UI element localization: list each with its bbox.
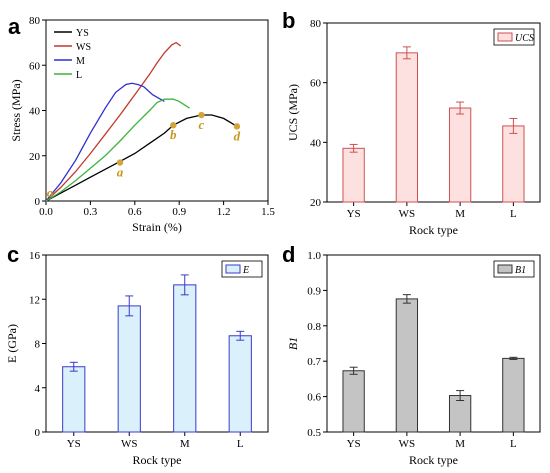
legend-swatch <box>497 32 513 42</box>
x-tick-label: M <box>180 438 190 450</box>
y-tick-label: 20 <box>310 197 322 209</box>
y-tick-label: 1.0 <box>307 250 321 262</box>
legend-entry: E <box>242 265 249 276</box>
point-marker-a <box>116 159 124 166</box>
legend: E <box>221 260 263 278</box>
y-axis-label: E (GPa) <box>5 324 19 363</box>
y-tick-label: 0.8 <box>307 321 321 333</box>
panel-label-c: c <box>7 242 19 267</box>
x-tick-label: L <box>237 438 244 450</box>
panel-a: a 0.0 0.3 0.6 0.9 1.2 1.5 0 20 40 60 80 Strain (%) St… <box>8 14 275 234</box>
x-tick-label: L <box>510 208 517 220</box>
point-marker-c <box>198 111 205 119</box>
y-tick-label: 0.5 <box>307 427 321 439</box>
series-line-ws <box>45 41 182 202</box>
x-axis-label: Rock type <box>409 223 458 237</box>
x-tick-label: M <box>455 208 465 220</box>
legend-entry-m: M <box>76 56 85 67</box>
x-tick-label: M <box>455 438 465 450</box>
x-axis-label: Rock type <box>409 453 458 467</box>
point-label-b: b <box>170 127 177 142</box>
x-tick-label: YS <box>67 438 81 450</box>
point-marker-b <box>170 122 177 129</box>
panel-b: b YS WS M L 20 40 60 80 Rock type UCS (MPa) UCS <box>282 8 541 237</box>
y-tick-label: 40 <box>310 137 322 149</box>
x-tick-label: WS <box>121 438 138 450</box>
y-tick-label: 12 <box>29 294 40 306</box>
y-tick-label: 8 <box>35 339 41 351</box>
y-tick-label: 0.7 <box>307 356 321 368</box>
y-axis-label: B1 <box>286 337 300 350</box>
legend-entry-ws: WS <box>76 42 91 53</box>
point-marker-d <box>233 123 241 130</box>
series-line-ys <box>45 114 238 202</box>
legend: YS WS ML <box>54 28 91 81</box>
x-tick-label: L <box>510 438 517 450</box>
x-axis-label: Strain (%) <box>132 220 182 234</box>
x-tick-label: YS <box>347 208 361 220</box>
bar-ws <box>395 298 419 433</box>
panel-label-b: b <box>282 8 295 33</box>
y-tick-label: 0.6 <box>307 392 321 404</box>
y-tick-label: 0 <box>35 427 41 439</box>
bar-l <box>502 357 525 433</box>
y-axis-label: UCS (MPa) <box>286 84 300 141</box>
x-tick-label: YS <box>347 438 361 450</box>
bar-ys <box>342 370 365 433</box>
y-tick-label: 20 <box>29 151 41 163</box>
y-tick-label: 60 <box>310 78 322 90</box>
x-axis-label: Rock type <box>133 453 182 467</box>
x-tick-label: 1.2 <box>217 206 231 218</box>
legend-swatch <box>497 264 513 274</box>
bar-l <box>228 335 252 433</box>
y-tick-label: 80 <box>29 15 41 27</box>
plot-frame-b <box>326 22 541 203</box>
bar-ws <box>117 305 141 433</box>
x-tick-label: 1.5 <box>261 206 275 218</box>
x-tick-label: 0.6 <box>128 206 142 218</box>
y-tick-label: 0.9 <box>307 285 321 297</box>
plot-frame-d <box>326 254 541 433</box>
point-label-o: o <box>47 185 54 200</box>
series-line-l <box>45 98 190 202</box>
point-label-c: c <box>199 117 205 132</box>
x-tick-label: 0.0 <box>39 206 53 218</box>
series-line-m <box>45 82 165 202</box>
bar-l <box>502 125 525 203</box>
panel-label-d: d <box>282 242 295 267</box>
x-tick-label: 0.3 <box>84 206 98 218</box>
legend-entry: B1 <box>515 265 526 276</box>
point-label-a: a <box>117 165 124 180</box>
panel-label-a: a <box>8 14 21 39</box>
legend-entry: UCS <box>515 33 534 44</box>
bar-m <box>448 395 472 433</box>
y-tick-label: 16 <box>29 250 41 262</box>
y-tick-label: 0 <box>35 196 41 208</box>
y-axis-label: Stress (MPa) <box>9 79 23 141</box>
legend-entry-l: L <box>76 70 82 81</box>
x-tick-label: WS <box>399 438 416 450</box>
y-tick-label: 4 <box>35 383 41 395</box>
bar-m <box>448 107 472 203</box>
legend: B1 <box>493 260 535 278</box>
bar-ys <box>342 147 365 203</box>
bar-m <box>173 284 197 433</box>
legend-swatch <box>225 264 241 274</box>
panel-c: c YS WS M L 0 4 8 12 16 Rock type E (GPa) E <box>5 242 269 467</box>
legend-entry-ys: YS <box>76 28 89 39</box>
bar-ws <box>395 52 419 203</box>
y-tick-label: 60 <box>29 60 41 72</box>
panel-d: d YS WS M L 0.5 0.6 0.7 0.8 0.9 1.0 Rock type B1 B1 <box>282 242 541 467</box>
legend: UCS <box>493 28 535 46</box>
point-label-d: d <box>234 128 241 143</box>
x-tick-label: 0.9 <box>172 206 186 218</box>
x-tick-label: WS <box>399 208 416 220</box>
y-tick-label: 80 <box>310 18 322 30</box>
y-tick-label: 40 <box>29 106 41 118</box>
bar-ys <box>62 366 86 433</box>
